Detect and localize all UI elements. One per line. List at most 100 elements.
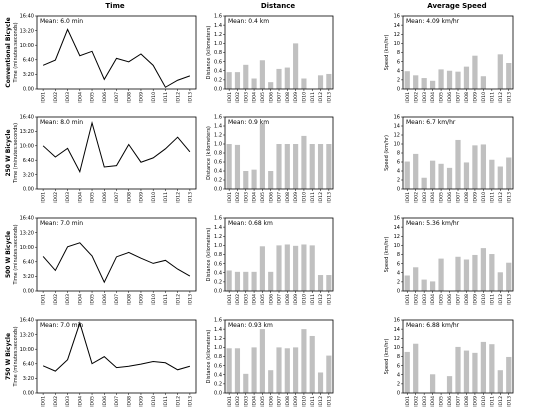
y-tick-label: 0.2 [214, 280, 222, 286]
x-tick-label: ID09 [139, 192, 145, 203]
mean-label: Mean: 4.09 km/hr [406, 18, 460, 25]
bar [413, 267, 419, 291]
axes-frame [36, 15, 197, 90]
y-tick-label: 0.8 [214, 50, 222, 56]
x-tick-label: ID12 [498, 92, 504, 103]
y-tick-label: 0 [397, 187, 400, 193]
x-tick-label: ID13 [506, 396, 512, 407]
bar [259, 60, 265, 89]
x-tick-label: ID13 [326, 294, 332, 305]
x-tick-label: ID13 [187, 192, 193, 203]
y-axis-label: Speed (km/hr) [384, 135, 390, 171]
bar [497, 272, 503, 291]
y-tick-label: 13:20 [20, 28, 34, 34]
bar [506, 62, 512, 89]
x-tick-label: ID08 [285, 92, 291, 103]
panel-2-1: 0.00 3:20 6:40 10:00 13:20 16:40 ID01 ID02 ID03 I… [5, 115, 197, 203]
x-tick-label: ID12 [175, 192, 181, 203]
bar [455, 139, 461, 189]
x-tick-label: ID10 [302, 294, 308, 305]
bar [480, 76, 487, 89]
x-tick-label: ID10 [481, 192, 487, 203]
x-tick-label: ID13 [187, 396, 193, 407]
y-axis-label: Time (minutes:seconds) [13, 22, 19, 83]
x-tick-label: ID04 [252, 396, 258, 407]
y-tick-label: 0.2 [214, 382, 222, 388]
y-tick-label: 1.2 [214, 133, 222, 139]
bar [301, 244, 307, 291]
bar [243, 373, 249, 393]
y-tick-label: 4 [397, 270, 400, 276]
mean-label: Mean: 7.0 min [40, 220, 83, 227]
y-tick-label: 1.2 [214, 32, 222, 38]
y-tick-label: 1.0 [214, 41, 222, 47]
series-line [42, 321, 191, 372]
x-tick-label: ID08 [285, 396, 291, 407]
x-tick-label: ID07 [114, 92, 120, 103]
y-tick-label: 1.2 [214, 336, 222, 342]
x-tick-label: ID06 [102, 192, 108, 203]
x-tick-label: ID05 [439, 192, 445, 203]
x-tick-label: ID08 [285, 192, 291, 203]
y-tick-label: 1.0 [214, 142, 222, 148]
bar [326, 275, 332, 291]
bar [293, 144, 299, 189]
x-tick-label: ID03 [422, 92, 428, 103]
x-tick-label: ID06 [447, 294, 453, 305]
bar [309, 335, 315, 393]
y-tick-label: 0.00 [23, 87, 34, 93]
bar [429, 281, 436, 291]
bar [480, 248, 487, 291]
y-tick-label: 0.0 [214, 87, 222, 93]
bar [404, 161, 410, 189]
bar [489, 159, 495, 189]
x-tick-label: ID09 [293, 294, 299, 305]
bar [438, 163, 444, 189]
x-tick-label: ID12 [318, 396, 324, 407]
y-axis-label: Time (minutes:seconds) [13, 123, 19, 184]
x-tick-label: ID08 [126, 294, 132, 305]
x-tick-label: ID11 [489, 294, 495, 305]
x-tick-label: ID02 [413, 92, 419, 103]
x-tick-label: ID05 [260, 92, 266, 103]
bar [497, 166, 503, 189]
y-tick-label: 1.6 [214, 318, 222, 324]
x-tick-label: ID06 [268, 192, 274, 203]
y-tick-label: 0.6 [214, 261, 222, 267]
y-tick-label: 2 [397, 382, 400, 388]
x-tick-label: ID07 [456, 294, 462, 305]
y-tick-label: 10:00 [20, 144, 34, 150]
x-tick-label: ID03 [243, 192, 249, 203]
bar [463, 350, 470, 393]
x-tick-label: ID06 [268, 92, 274, 103]
x-tick-label: ID03 [65, 192, 71, 203]
bar [446, 376, 453, 393]
y-tick-label: 10:00 [20, 43, 34, 49]
x-tick-label: ID09 [139, 92, 145, 103]
bar [472, 145, 478, 189]
bar [506, 262, 512, 291]
y-tick-label: 0.0 [214, 289, 222, 295]
x-tick-label: ID03 [65, 92, 71, 103]
bar [226, 144, 232, 189]
y-axis-label: Distance (kilometers) [206, 228, 212, 282]
x-tick-label: ID11 [489, 92, 495, 103]
x-tick-label: ID02 [413, 192, 419, 203]
bar [251, 347, 257, 393]
x-tick-label: ID07 [277, 192, 283, 203]
bar [259, 246, 265, 291]
bar [455, 346, 461, 393]
y-tick-label: 3:20 [23, 172, 34, 178]
x-tick-label: ID08 [126, 192, 132, 203]
bar [284, 67, 290, 89]
mean-label: Mean: 6.7 km/hr [406, 119, 456, 126]
x-tick-label: ID04 [430, 92, 436, 103]
x-tick-label: ID04 [252, 192, 258, 203]
x-tick-label: ID06 [102, 396, 108, 407]
y-tick-label: 14 [394, 23, 400, 29]
x-tick-label: ID02 [235, 192, 241, 203]
